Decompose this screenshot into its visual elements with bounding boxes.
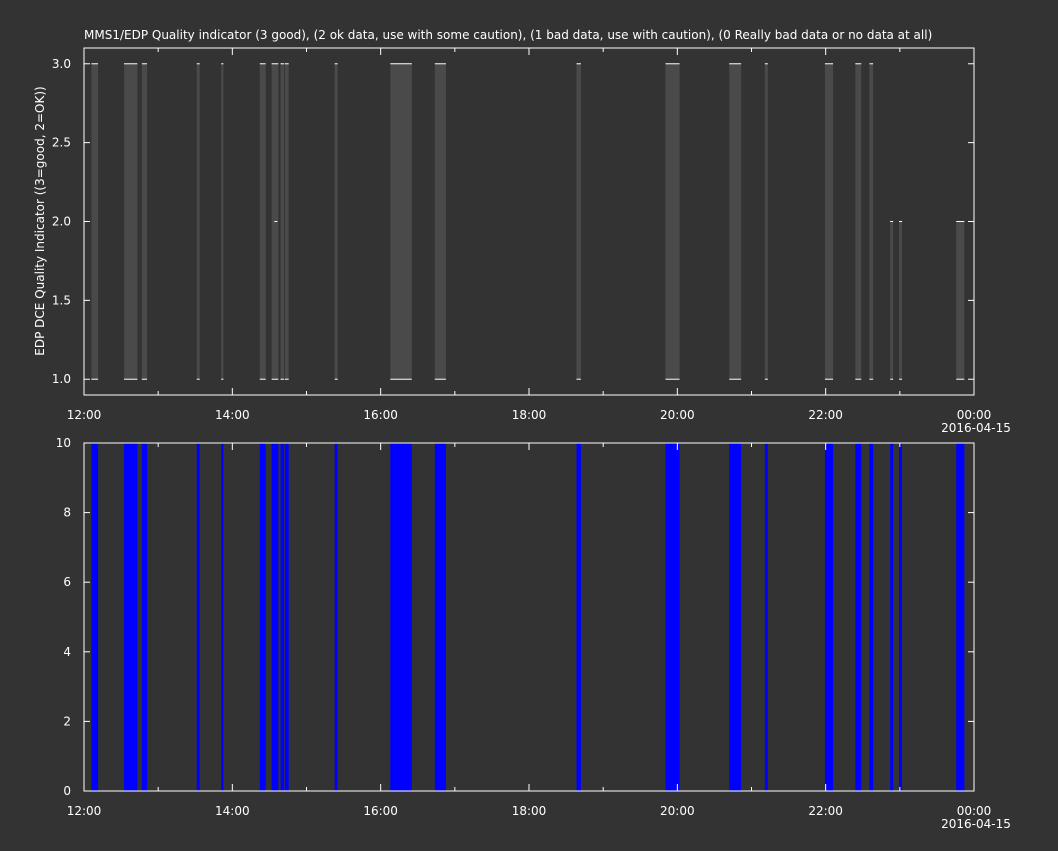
interval-bar — [956, 443, 965, 791]
interval-bar — [890, 443, 894, 791]
x-tick-label: 22:00 — [808, 408, 843, 422]
interval-bar — [141, 63, 148, 380]
interval-bar — [124, 443, 138, 791]
interval-bar — [334, 63, 338, 380]
interval-bar — [764, 63, 768, 380]
interval-bar — [855, 443, 862, 791]
interval-bar — [196, 63, 200, 380]
interval-bar — [764, 443, 768, 791]
interval-bar — [390, 63, 412, 380]
interval-bar — [141, 443, 148, 791]
y-tick-label: 8 — [63, 506, 71, 520]
flag-panel: 0 2 4 6 8 10 12:00 14:00 16:00 18:00 20:00 22:00 00:… — [56, 436, 1011, 831]
x-tick-label: 14:00 — [215, 804, 250, 818]
x-tick-label: 20:00 — [660, 408, 695, 422]
x-tick-label: 12:00 — [67, 804, 102, 818]
y-tick-label: 3.0 — [52, 57, 71, 71]
interval-bar — [280, 443, 285, 791]
interval-bar — [729, 443, 742, 791]
y-tick-label: 4 — [63, 645, 71, 659]
interval-bar — [91, 443, 99, 791]
interval-bar — [729, 63, 742, 380]
x-date-label: 2016-04-15 — [941, 817, 1011, 831]
interval-bar — [434, 443, 446, 791]
x-tick-label: 16:00 — [363, 408, 398, 422]
x-tick-label: 20:00 — [660, 804, 695, 818]
interval-bar — [259, 63, 266, 380]
x-tick-label: 12:00 — [67, 408, 102, 422]
interval-bar — [899, 221, 903, 380]
interval-bar — [221, 63, 224, 380]
interval-bar — [665, 63, 680, 380]
interval-bar — [824, 63, 834, 380]
quality-axes: 1.0 1.5 2.0 2.5 3.0 12:00 14:00 16:00 18:00 20:00… — [52, 47, 1011, 435]
x-tick-label: 22:00 — [808, 804, 843, 818]
interval-bar — [869, 63, 874, 380]
interval-bar — [855, 63, 862, 380]
interval-bar — [271, 443, 279, 791]
interval-bar — [890, 221, 894, 380]
y-tick-label: 10 — [56, 436, 71, 450]
interval-bar — [284, 63, 289, 380]
x-tick-label: 14:00 — [215, 408, 250, 422]
chart-title: MMS1/EDP Quality indicator (3 good), (2 … — [84, 28, 932, 42]
flag-axes: 0 2 4 6 8 10 12:00 14:00 16:00 18:00 20:00 22:00 00:… — [56, 436, 1011, 831]
interval-bar — [124, 63, 138, 380]
y-tick-label: 1.0 — [52, 372, 71, 386]
interval-bar — [390, 443, 412, 791]
quality-indicator-panel: MMS1/EDP Quality indicator (3 good), (2 … — [33, 28, 1011, 435]
y-tick-label: 0 — [63, 784, 71, 798]
interval-bar — [434, 63, 446, 380]
interval-bar — [284, 443, 289, 791]
y-tick-label: 2 — [63, 714, 71, 728]
interval-bar — [221, 443, 224, 791]
interval-bar — [956, 221, 965, 380]
y-axis-label: EDP DCE Quality Indicator ((3=good, 2=OK… — [33, 86, 47, 355]
flag-bars — [91, 443, 965, 791]
interval-bar — [259, 443, 266, 791]
interval-bar — [576, 443, 581, 791]
interval-bar — [576, 63, 581, 380]
y-tick-label: 1.5 — [52, 293, 71, 307]
x-tick-label: 18:00 — [512, 804, 547, 818]
interval-bar — [869, 443, 874, 791]
x-tick-label: 00:00 — [957, 804, 992, 818]
x-tick-label: 16:00 — [363, 804, 398, 818]
y-tick-label: 2.0 — [52, 215, 71, 229]
interval-bar — [665, 443, 680, 791]
interval-bar — [899, 443, 903, 791]
x-date-label: 2016-04-15 — [941, 421, 1011, 435]
quality-bars — [91, 63, 965, 380]
y-tick-label: 6 — [63, 575, 71, 589]
interval-bar — [334, 443, 338, 791]
interval-bar — [280, 63, 285, 380]
interval-bar — [91, 63, 99, 380]
interval-bar — [824, 443, 834, 791]
x-tick-label: 18:00 — [512, 408, 547, 422]
y-tick-label: 2.5 — [52, 136, 71, 150]
x-tick-label: 00:00 — [957, 408, 992, 422]
interval-bar — [196, 443, 200, 791]
